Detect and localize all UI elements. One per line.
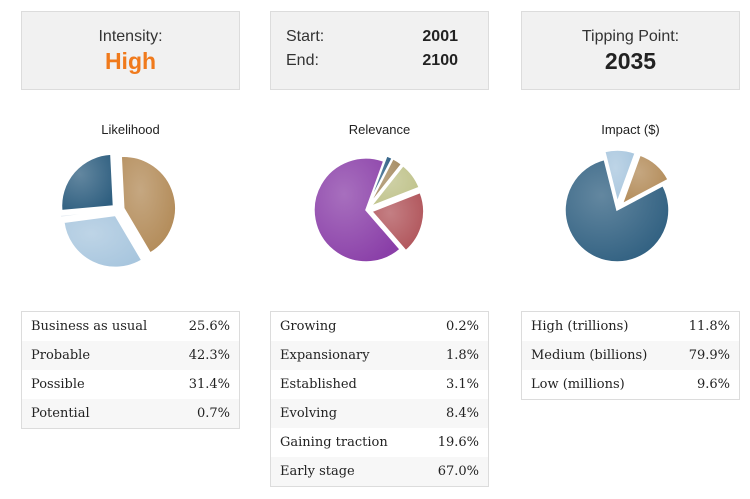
row-label: Potential bbox=[31, 406, 90, 421]
tipping-point-label: Tipping Point: bbox=[581, 28, 680, 45]
table-row: Early stage 67.0% bbox=[271, 457, 488, 486]
likelihood-chart-title: Likelihood bbox=[101, 122, 160, 137]
pie-slice bbox=[62, 214, 143, 269]
table-row: Probable 42.3% bbox=[22, 341, 239, 370]
end-value: 2100 bbox=[422, 52, 458, 69]
row-label: Early stage bbox=[280, 464, 355, 479]
tipping-point-value: 2035 bbox=[604, 48, 657, 74]
likelihood-table: Business as usual 25.6% Probable 42.3% Possi… bbox=[21, 311, 240, 429]
row-percent: 67.0% bbox=[437, 464, 479, 479]
row-percent: 31.4% bbox=[188, 377, 230, 392]
start-value: 2001 bbox=[422, 28, 458, 45]
start-label: Start: bbox=[286, 28, 325, 45]
row-percent: 42.3% bbox=[188, 348, 230, 363]
intensity-label: Intensity: bbox=[98, 28, 163, 45]
row-label: Medium (billions) bbox=[531, 348, 648, 363]
row-percent: 3.1% bbox=[445, 377, 479, 392]
pie-slice bbox=[313, 157, 402, 263]
pie-slice bbox=[59, 209, 113, 219]
row-label: Evolving bbox=[280, 406, 338, 421]
likelihood-pie-chart bbox=[59, 153, 177, 269]
row-percent: 19.6% bbox=[437, 435, 479, 450]
row-label: Gaining traction bbox=[280, 435, 388, 450]
row-percent: 25.6% bbox=[188, 319, 230, 334]
table-row: Possible 31.4% bbox=[22, 370, 239, 399]
pie-slice bbox=[368, 157, 403, 206]
row-percent: 0.7% bbox=[196, 406, 230, 421]
pie-slice bbox=[564, 158, 670, 263]
relevance-table: Growing 0.2% Expansionary 1.8% Established 3.… bbox=[270, 311, 489, 487]
table-row: Established 3.1% bbox=[271, 370, 488, 399]
timeframe-card: Start: 2001 End: 2100 bbox=[270, 11, 489, 90]
pie-slice bbox=[60, 153, 115, 212]
table-row: Gaining traction 19.6% bbox=[271, 428, 488, 457]
table-row: Medium (billions) 79.9% bbox=[522, 341, 739, 370]
pie-slice bbox=[368, 164, 421, 209]
row-percent: 1.8% bbox=[445, 348, 479, 363]
table-row: Evolving 8.4% bbox=[271, 399, 488, 428]
end-label: End: bbox=[286, 52, 319, 69]
intensity-value: High bbox=[104, 48, 157, 74]
tipping-point-card: Tipping Point: 2035 bbox=[521, 11, 740, 90]
table-row: Business as usual 25.6% bbox=[22, 312, 239, 341]
table-row: Low (millions) 9.6% bbox=[522, 370, 739, 399]
pie-slice bbox=[370, 191, 425, 252]
pie-slice bbox=[120, 155, 177, 255]
row-percent: 79.9% bbox=[688, 348, 730, 363]
impact-chart-title: Impact ($) bbox=[601, 122, 660, 137]
row-label: Possible bbox=[31, 377, 85, 392]
row-percent: 9.6% bbox=[696, 377, 730, 392]
row-percent: 0.2% bbox=[445, 319, 479, 334]
relevance-pie-chart bbox=[313, 154, 425, 263]
table-row: Growing 0.2% bbox=[271, 312, 488, 341]
impact-table: High (trillions) 11.8% Medium (billions) 79… bbox=[521, 311, 740, 400]
row-label: Growing bbox=[280, 319, 337, 334]
row-label: Established bbox=[280, 377, 357, 392]
relevance-chart-title: Relevance bbox=[348, 122, 411, 137]
table-row: Expansionary 1.8% bbox=[271, 341, 488, 370]
row-label: Business as usual bbox=[31, 319, 148, 334]
row-label: Low (millions) bbox=[531, 377, 625, 392]
pie-slice bbox=[603, 150, 637, 205]
intensity-card: Intensity: High bbox=[21, 11, 240, 90]
row-label: High (trillions) bbox=[531, 319, 629, 334]
table-row: High (trillions) 11.8% bbox=[522, 312, 739, 341]
row-label: Expansionary bbox=[280, 348, 370, 363]
table-row: Potential 0.7% bbox=[22, 399, 239, 428]
impact-pie-chart bbox=[564, 150, 670, 263]
pie-slice bbox=[367, 154, 394, 205]
pie-slice bbox=[620, 154, 670, 206]
row-label: Probable bbox=[31, 348, 91, 363]
row-percent: 8.4% bbox=[445, 406, 479, 421]
row-percent: 11.8% bbox=[688, 319, 730, 334]
